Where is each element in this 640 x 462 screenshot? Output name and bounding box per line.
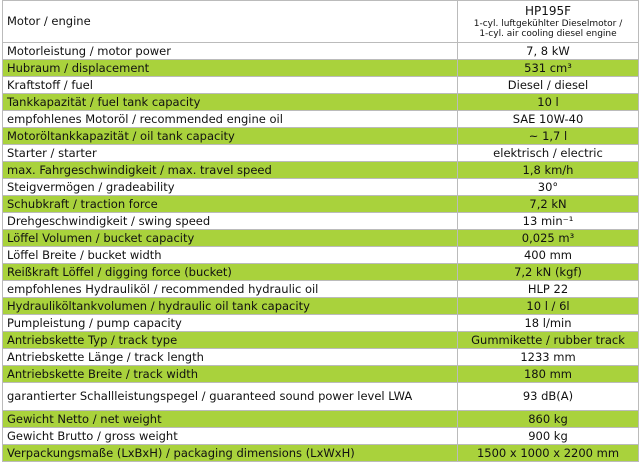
- spec-label: Gewicht Netto / net weight: [2, 410, 458, 428]
- spec-value: 1,8 km/h: [457, 161, 639, 179]
- subtitle: 1-cyl. luftgekühlter Dieselmotor /: [473, 19, 623, 29]
- spec-value: 900 kg: [457, 427, 639, 445]
- header-label: Motor / engine: [2, 0, 458, 43]
- spec-label: Gewicht Brutto / gross weight: [2, 427, 458, 445]
- spec-value: HLP 22: [457, 280, 639, 298]
- spec-value: 10 l / 6l: [457, 297, 639, 315]
- spec-row: empfohlenes Motoröl / recommended engine…: [2, 110, 639, 128]
- spec-row: Pumpleistung / pump capacity 18 l/min: [2, 314, 639, 332]
- spec-label: Schubkraft / traction force: [2, 195, 458, 213]
- spec-value: 860 kg: [457, 410, 639, 428]
- spec-row: Verpackungsmaße (LxBxH) / packaging dime…: [2, 444, 639, 462]
- spec-label: Starter / starter: [2, 144, 458, 162]
- spec-value: SAE 10W-40: [457, 110, 639, 128]
- header-model-cell: HP195F 1-cyl. luftgekühlter Dieselmotor …: [457, 0, 639, 43]
- spec-label: garantierter Schallleistungspegel / guar…: [2, 382, 458, 411]
- spec-value: 531 cm³: [457, 59, 639, 77]
- spec-value: 7, 8 kW: [457, 42, 639, 60]
- model: HP195F: [524, 4, 572, 18]
- spec-value: 180 mm: [457, 365, 639, 383]
- spec-row: Gewicht Netto / net weight 860 kg: [2, 410, 639, 428]
- spec-row: Starter / starter elektrisch / electric: [2, 144, 639, 162]
- spec-label: Pumpleistung / pump capacity: [2, 314, 458, 332]
- subtitle: 1-cyl. air cooling diesel engine: [479, 29, 617, 39]
- spec-label: Löffel Breite / bucket width: [2, 246, 458, 264]
- spec-value: 13 min⁻¹: [457, 212, 639, 230]
- spec-label: Kraftstoff / fuel: [2, 76, 458, 94]
- spec-row: Antriebskette Typ / track type Gummikette…: [2, 331, 639, 349]
- spec-value: 7,2 kN: [457, 195, 639, 213]
- spec-row: Reißkraft Löffel / digging force (bucket…: [2, 263, 639, 281]
- spec-value: 10 l: [457, 93, 639, 111]
- spec-value: Gummikette / rubber track: [457, 331, 639, 349]
- spec-value: 400 mm: [457, 246, 639, 264]
- spec-value: 30°: [457, 178, 639, 196]
- spec-label: Drehgeschwindigkeit / swing speed: [2, 212, 458, 230]
- spec-row: Löffel Volumen / bucket capacity 0,025 m³: [2, 229, 639, 247]
- spec-value: Diesel / diesel: [457, 76, 639, 94]
- spec-row: Drehgeschwindigkeit / swing speed 13 min⁻…: [2, 212, 639, 230]
- spec-label: Hubraum / displacement: [2, 59, 458, 77]
- header-row: Motor / engine HP195F 1-cyl. luftgekühlt…: [2, 0, 639, 43]
- spec-label: Motoröltankkapazität / oil tank capacity: [2, 127, 458, 145]
- spec-row: Gewicht Brutto / gross weight 900 kg: [2, 427, 639, 445]
- spec-label: Reißkraft Löffel / digging force (bucket…: [2, 263, 458, 281]
- spec-row: garantierter Schallleistungspegel / guar…: [2, 382, 639, 411]
- spec-label: Tankkapazität / fuel tank capacity: [2, 93, 458, 111]
- spec-label: Motorleistung / motor power: [2, 42, 458, 60]
- spec-row: Antriebskette Breite / track width 180 mm: [2, 365, 639, 383]
- spec-row: empfohlenes Hydrauliköl / recommended hy…: [2, 280, 639, 298]
- spec-label: Antriebskette Breite / track width: [2, 365, 458, 383]
- spec-row: Antriebskette Länge / track length 1233 m…: [2, 348, 639, 366]
- spec-row: Löffel Breite / bucket width 400 mm: [2, 246, 639, 264]
- spec-row: Schubkraft / traction force 7,2 kN: [2, 195, 639, 213]
- spec-value: 1500 x 1000 x 2200 mm: [457, 444, 639, 462]
- spec-value: elektrisch / electric: [457, 144, 639, 162]
- spec-value: 0,025 m³: [457, 229, 639, 247]
- spec-label: empfohlenes Motoröl / recommended engine…: [2, 110, 458, 128]
- spec-value: 93 dB(A): [457, 382, 639, 411]
- spec-value: 1233 mm: [457, 348, 639, 366]
- spec-label: Antriebskette Typ / track type: [2, 331, 458, 349]
- spec-value: ~ 1,7 l: [457, 127, 639, 145]
- spec-row: Hubraum / displacement 531 cm³: [2, 59, 639, 77]
- spec-label: Hydrauliköltankvolumen / hydraulic oil t…: [2, 297, 458, 315]
- spec-row: max. Fahrgeschwindigkeit / max. travel s…: [2, 161, 639, 179]
- spec-label: Steigvermögen / gradeability: [2, 178, 458, 196]
- spec-value: 7,2 kN (kgf): [457, 263, 639, 281]
- spec-row: Kraftstoff / fuel Diesel / diesel: [2, 76, 639, 94]
- spec-label: Antriebskette Länge / track length: [2, 348, 458, 366]
- spec-label: Verpackungsmaße (LxBxH) / packaging dime…: [2, 444, 458, 462]
- spec-label: Löffel Volumen / bucket capacity: [2, 229, 458, 247]
- spec-row: Hydrauliköltankvolumen / hydraulic oil t…: [2, 297, 639, 315]
- spec-value: 18 l/min: [457, 314, 639, 332]
- spec-label: max. Fahrgeschwindigkeit / max. travel s…: [2, 161, 458, 179]
- spec-row: Motorleistung / motor power 7, 8 kW: [2, 42, 639, 60]
- spec-label: empfohlenes Hydrauliköl / recommended hy…: [2, 280, 458, 298]
- spec-row: Steigvermögen / gradeability 30°: [2, 178, 639, 196]
- spec-row: Tankkapazität / fuel tank capacity 10 l: [2, 93, 639, 111]
- spec-row: Motoröltankkapazität / oil tank capacity…: [2, 127, 639, 145]
